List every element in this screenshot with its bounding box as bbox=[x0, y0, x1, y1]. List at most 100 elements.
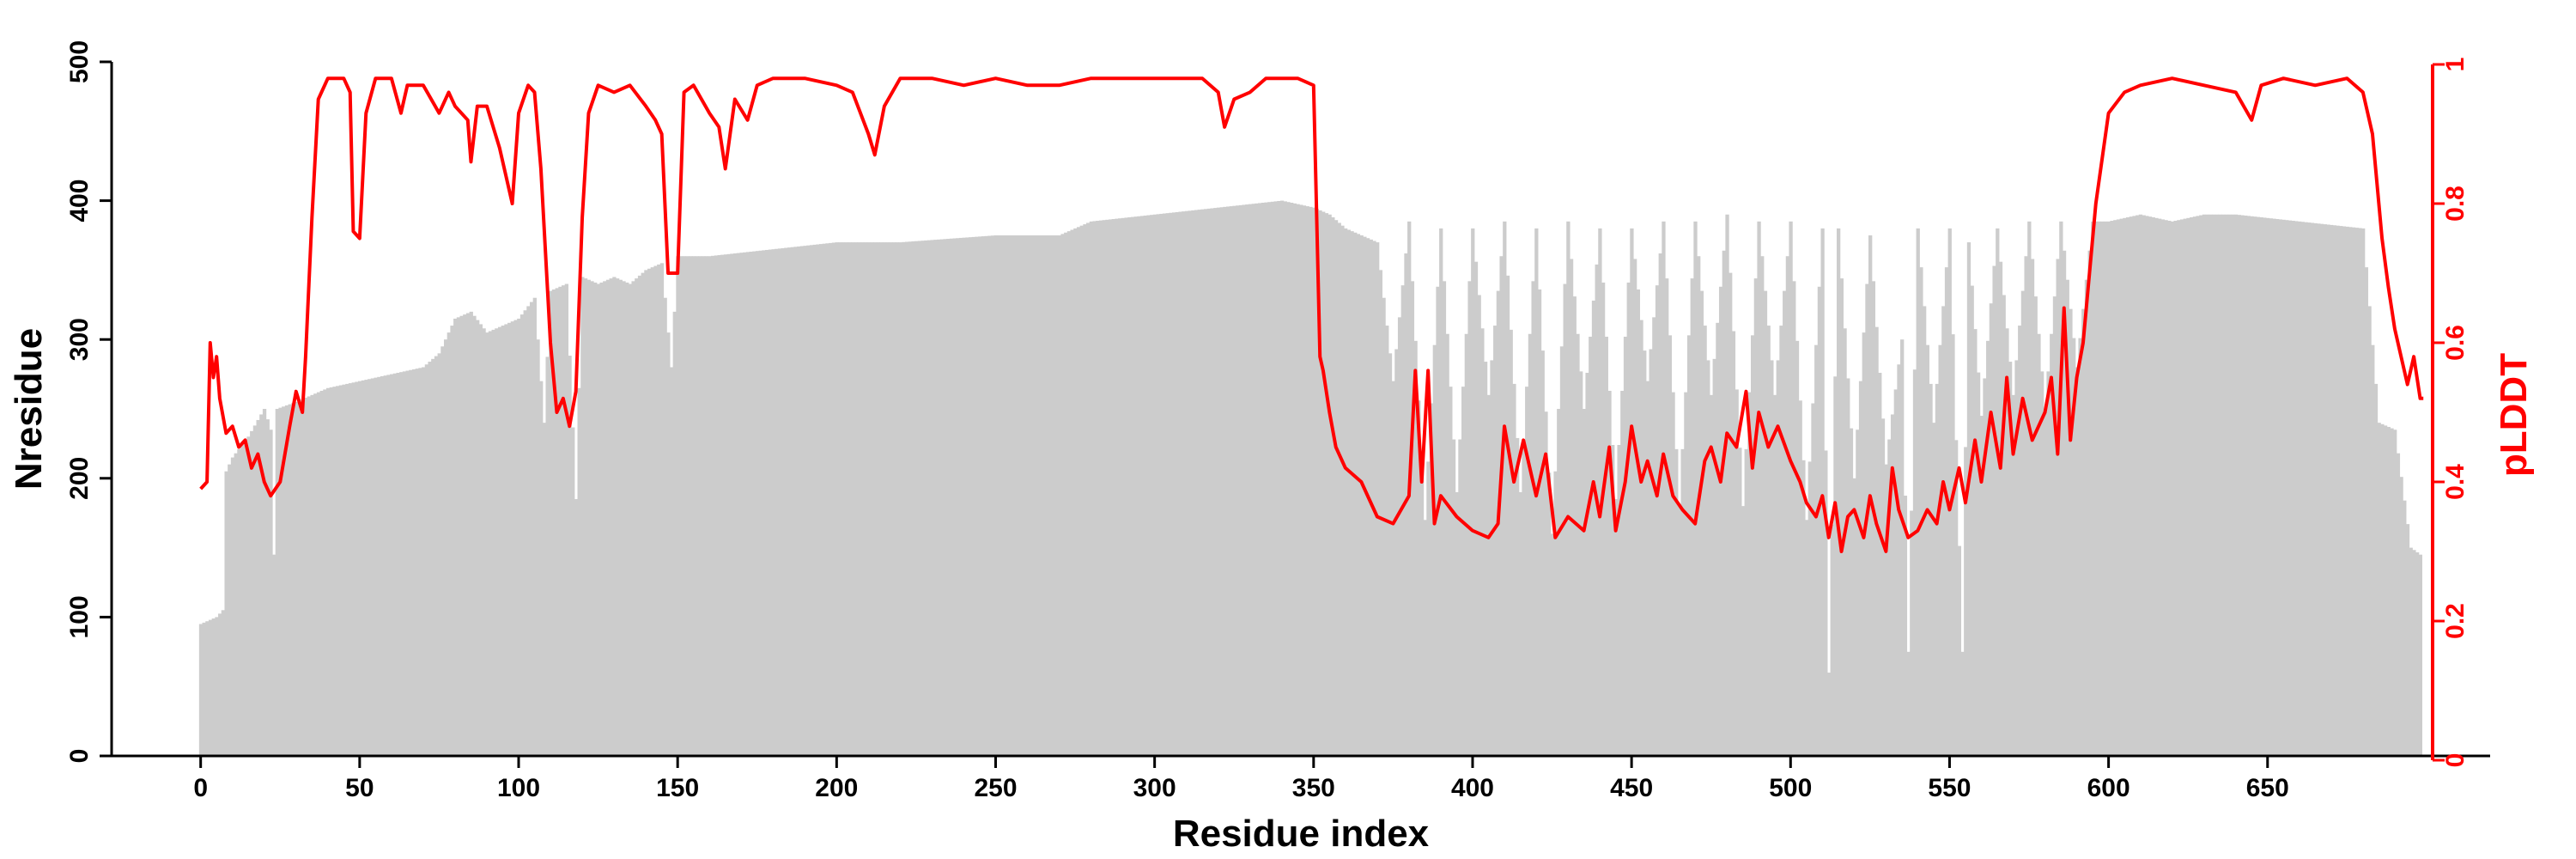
nresidue-bar bbox=[1817, 286, 1822, 756]
nresidue-bar bbox=[1617, 445, 1621, 756]
nresidue-bar bbox=[586, 279, 591, 757]
nresidue-bar bbox=[1996, 228, 2000, 756]
nresidue-bar bbox=[644, 270, 648, 756]
nresidue-bar bbox=[1022, 235, 1027, 756]
nresidue-bar bbox=[2192, 216, 2197, 756]
nresidue-bar bbox=[351, 382, 355, 756]
nresidue-bar bbox=[806, 245, 811, 757]
nresidue-bar bbox=[799, 246, 805, 756]
nresidue-bar bbox=[2056, 259, 2060, 757]
nresidue-bar bbox=[1480, 328, 1485, 756]
nresidue-bar bbox=[1795, 340, 1800, 756]
nresidue-bar bbox=[1522, 439, 1526, 756]
nresidue-bar bbox=[1471, 228, 1475, 756]
x-ticks: 0 50 100 150 200 250 300 350 400 450 500 550 600 650 bbox=[193, 756, 2289, 802]
nresidue-bar bbox=[411, 369, 416, 756]
nresidue-bar bbox=[911, 241, 915, 756]
nresidue-bar bbox=[2018, 326, 2022, 756]
nresidue-bar bbox=[1124, 217, 1128, 756]
nresidue-bar bbox=[2294, 221, 2299, 756]
nresidue-bar bbox=[1490, 360, 1494, 756]
nresidue-bar bbox=[370, 378, 375, 756]
nresidue-bar bbox=[1331, 216, 1335, 757]
nresidue-bar bbox=[1849, 428, 1854, 756]
nresidue-bar bbox=[1130, 216, 1135, 757]
nresidue-bar bbox=[781, 247, 785, 756]
nresidue-bar bbox=[1874, 326, 1879, 756]
y-right-tick-label: 1 bbox=[2441, 58, 2470, 72]
nresidue-bar bbox=[1000, 235, 1005, 756]
nresidue-bar bbox=[568, 356, 572, 756]
nresidue-bar bbox=[1792, 281, 1796, 757]
nresidue-bar bbox=[1753, 278, 1759, 757]
nresidue-bar bbox=[1238, 204, 1243, 757]
nresidue-bar bbox=[1404, 253, 1408, 756]
nresidue-bars bbox=[198, 200, 2422, 757]
nresidue-bar bbox=[1846, 378, 1850, 756]
nresidue-bar bbox=[1706, 360, 1710, 756]
nresidue-bar bbox=[1486, 394, 1491, 756]
nresidue-bar bbox=[364, 380, 368, 756]
x-tick-label: 450 bbox=[1610, 774, 1653, 802]
nresidue-bar bbox=[732, 253, 738, 756]
nresidue-bar bbox=[332, 387, 337, 756]
nresidue-bar bbox=[2345, 226, 2349, 756]
nresidue-bar bbox=[647, 268, 652, 756]
nresidue-bar bbox=[809, 245, 814, 756]
nresidue-bar bbox=[252, 425, 258, 756]
nresidue-bar bbox=[325, 387, 331, 756]
nresidue-bar bbox=[637, 275, 642, 756]
nresidue-bar bbox=[2002, 295, 2006, 756]
nresidue-bar bbox=[2361, 228, 2366, 756]
nresidue-bar bbox=[1503, 221, 1507, 757]
nresidue-bar bbox=[2164, 220, 2168, 757]
nresidue-bar bbox=[265, 419, 270, 756]
nresidue-bar bbox=[2224, 214, 2229, 756]
x-tick-label: 650 bbox=[2246, 774, 2289, 802]
nresidue-bar bbox=[812, 244, 817, 756]
nresidue-bar bbox=[1722, 250, 1726, 756]
nresidue-bar bbox=[1363, 236, 1367, 756]
nresidue-bar bbox=[717, 255, 721, 756]
nresidue-bar bbox=[2075, 367, 2080, 756]
nresidue-bar bbox=[545, 356, 550, 756]
nresidue-bar bbox=[1156, 214, 1160, 757]
nresidue-bar bbox=[374, 377, 378, 756]
nresidue-bar bbox=[2097, 221, 2101, 757]
nresidue-bar bbox=[539, 381, 544, 756]
nresidue-bar bbox=[1919, 267, 1923, 756]
y-right-tick-label: 0.8 bbox=[2441, 186, 2470, 222]
nresidue-bar bbox=[650, 267, 654, 756]
nresidue-bar bbox=[2062, 250, 2067, 756]
nresidue-bar bbox=[1833, 376, 1838, 756]
nresidue-bar bbox=[1531, 281, 1535, 757]
nresidue-bar bbox=[1385, 326, 1389, 756]
nresidue-bar bbox=[816, 244, 820, 756]
nresidue-bar bbox=[2037, 333, 2041, 756]
nresidue-bar bbox=[424, 364, 429, 756]
nresidue-bar bbox=[583, 278, 588, 757]
nresidue-bar bbox=[574, 499, 579, 756]
nresidue-bar bbox=[1012, 235, 1018, 756]
nresidue-bar bbox=[2177, 220, 2181, 757]
nresidue-bar bbox=[1964, 447, 1968, 756]
nresidue-bar bbox=[2310, 222, 2315, 757]
nresidue-bar bbox=[844, 242, 848, 757]
nresidue-bar bbox=[676, 256, 680, 756]
nresidue-bar bbox=[1413, 340, 1418, 756]
nresidue-bar bbox=[1442, 281, 1447, 757]
y-right-tick-label: 0 bbox=[2441, 753, 2470, 768]
nresidue-bar bbox=[1826, 673, 1832, 756]
nresidue-bar bbox=[2158, 218, 2162, 757]
nresidue-bar bbox=[2386, 427, 2391, 756]
nresidue-bar bbox=[459, 315, 464, 757]
nresidue-bar bbox=[1515, 437, 1520, 756]
nresidue-bar bbox=[2272, 218, 2276, 757]
nresidue-bar bbox=[1162, 213, 1167, 757]
nresidue-bar bbox=[2142, 215, 2146, 756]
nresidue-bar bbox=[803, 246, 807, 756]
nresidue-bar bbox=[304, 398, 308, 756]
nresidue-bar bbox=[402, 371, 407, 756]
nresidue-bar bbox=[2148, 216, 2153, 756]
